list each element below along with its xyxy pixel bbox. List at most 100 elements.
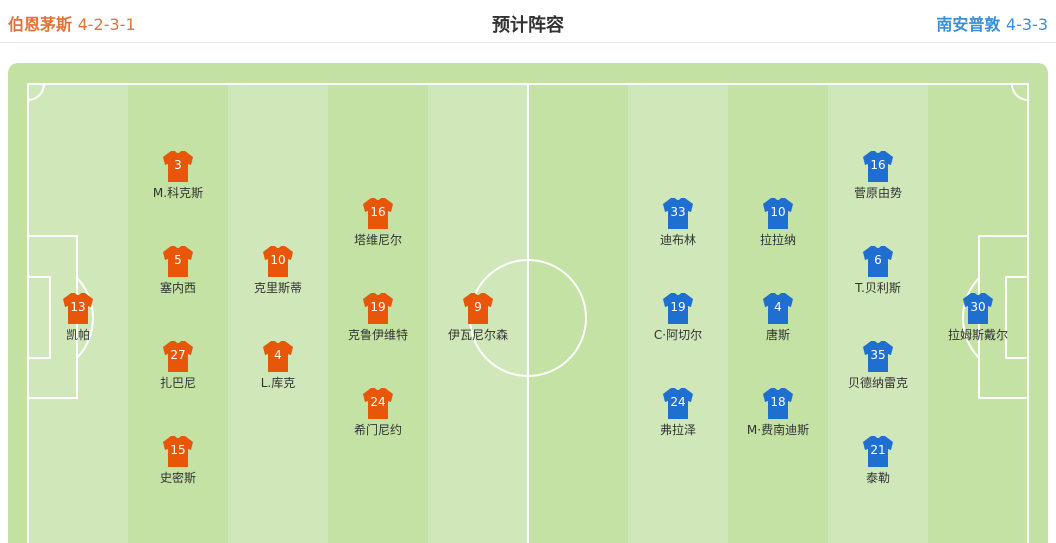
- player-name: 唐斯: [765, 328, 790, 342]
- football-pitch: 13 凯帕 3 M.科克斯 5 塞内西 27 扎巴尼 15 史密斯 10 克里斯蒂 4 L.库克 16 塔维尼…: [8, 63, 1048, 543]
- player-number: 4: [774, 300, 782, 314]
- player-number: 13: [70, 300, 86, 314]
- player-name: 迪布林: [659, 233, 696, 247]
- home-team: 伯恩茅斯 4-2-3-1: [8, 11, 136, 35]
- player-name: T.贝利斯: [855, 281, 901, 295]
- player-name: 希门尼约: [353, 423, 402, 437]
- jersey-icon: 15: [161, 434, 195, 468]
- jersey-icon: 6: [861, 244, 895, 278]
- away-player[interactable]: 30 拉姆斯戴尔: [928, 291, 1028, 343]
- player-name: M·费南迪斯: [746, 423, 810, 437]
- away-formation: 4-3-3: [1005, 15, 1048, 34]
- jersey-icon: 5: [161, 244, 195, 278]
- player-name: 扎巴尼: [159, 376, 196, 390]
- jersey-icon: 18: [761, 386, 795, 420]
- jersey-icon: 30: [961, 291, 995, 325]
- home-player[interactable]: 15 史密斯: [128, 434, 228, 486]
- away-player[interactable]: 16 菅原由势: [828, 149, 928, 201]
- jersey-icon: 33: [661, 196, 695, 230]
- pitch-stripe: [228, 84, 328, 543]
- jersey-icon: 3: [161, 149, 195, 183]
- jersey-icon: 16: [361, 196, 395, 230]
- away-player[interactable]: 21 泰勒: [828, 434, 928, 486]
- player-number: 3: [174, 158, 182, 172]
- away-player[interactable]: 33 迪布林: [628, 196, 728, 248]
- player-number: 33: [670, 205, 686, 219]
- away-team-name: 南安普敦: [936, 15, 1001, 34]
- jersey-icon: 4: [261, 339, 295, 373]
- player-name: L.库克: [260, 376, 296, 390]
- player-name: 史密斯: [159, 471, 196, 485]
- jersey-icon: 10: [261, 244, 295, 278]
- player-number: 4: [274, 348, 282, 362]
- away-player[interactable]: 24 弗拉泽: [628, 386, 728, 438]
- jersey-icon: 24: [361, 386, 395, 420]
- away-player[interactable]: 35 贝德纳雷克: [828, 339, 928, 391]
- player-number: 21: [870, 443, 886, 457]
- player-number: 10: [270, 253, 286, 267]
- player-name: 伊瓦尼尔森: [447, 328, 508, 342]
- jersey-icon: 16: [861, 149, 895, 183]
- player-name: 克鲁伊维特: [347, 328, 408, 342]
- away-player[interactable]: 4 唐斯: [728, 291, 828, 343]
- home-player[interactable]: 10 克里斯蒂: [228, 244, 328, 296]
- player-name: 拉拉纳: [759, 233, 796, 247]
- away-team: 南安普敦 4-3-3: [936, 11, 1048, 35]
- home-player[interactable]: 24 希门尼约: [328, 386, 428, 438]
- away-player[interactable]: 6 T.贝利斯: [828, 244, 928, 296]
- pitch-stripe: [528, 84, 628, 543]
- player-name: M.科克斯: [152, 186, 204, 200]
- jersey-icon: 13: [61, 291, 95, 325]
- home-player[interactable]: 19 克鲁伊维特: [328, 291, 428, 343]
- player-name: 拉姆斯戴尔: [947, 328, 1008, 342]
- home-player[interactable]: 4 L.库克: [228, 339, 328, 391]
- player-name: 弗拉泽: [659, 423, 696, 437]
- player-number: 24: [670, 395, 686, 409]
- player-number: 35: [870, 348, 886, 362]
- jersey-icon: 24: [661, 386, 695, 420]
- player-number: 10: [770, 205, 786, 219]
- lineup-header: 伯恩茅斯 4-2-3-1 预计阵容 南安普敦 4-3-3: [0, 0, 1056, 43]
- home-formation: 4-2-3-1: [77, 15, 136, 34]
- home-player[interactable]: 27 扎巴尼: [128, 339, 228, 391]
- player-number: 19: [670, 300, 686, 314]
- player-name: 泰勒: [865, 471, 890, 485]
- player-number: 15: [170, 443, 186, 457]
- player-number: 16: [370, 205, 386, 219]
- jersey-icon: 9: [461, 291, 495, 325]
- jersey-icon: 35: [861, 339, 895, 373]
- player-number: 30: [970, 300, 986, 314]
- player-name: 塔维尼尔: [353, 233, 402, 247]
- home-player[interactable]: 5 塞内西: [128, 244, 228, 296]
- player-name: 贝德纳雷克: [847, 376, 908, 390]
- jersey-icon: 10: [761, 196, 795, 230]
- player-name: 凯帕: [65, 328, 90, 342]
- away-player[interactable]: 10 拉拉纳: [728, 196, 828, 248]
- home-team-name: 伯恩茅斯: [8, 15, 73, 34]
- jersey-icon: 21: [861, 434, 895, 468]
- player-name: 菅原由势: [853, 186, 902, 200]
- home-player[interactable]: 9 伊瓦尼尔森: [428, 291, 528, 343]
- player-name: 克里斯蒂: [253, 281, 302, 295]
- player-name: C·阿切尔: [653, 328, 703, 342]
- home-player[interactable]: 13 凯帕: [28, 291, 128, 343]
- player-number: 5: [174, 253, 182, 267]
- player-name: 塞内西: [159, 281, 196, 295]
- player-number: 6: [874, 253, 882, 267]
- player-number: 16: [870, 158, 886, 172]
- jersey-icon: 27: [161, 339, 195, 373]
- player-number: 24: [370, 395, 386, 409]
- player-number: 9: [474, 300, 482, 314]
- jersey-icon: 19: [361, 291, 395, 325]
- page-title: 预计阵容: [492, 15, 564, 36]
- away-player[interactable]: 18 M·费南迪斯: [728, 386, 828, 438]
- player-number: 19: [370, 300, 386, 314]
- jersey-icon: 4: [761, 291, 795, 325]
- jersey-icon: 19: [661, 291, 695, 325]
- home-player[interactable]: 16 塔维尼尔: [328, 196, 428, 248]
- pitch-lines: [27, 83, 1029, 543]
- home-player[interactable]: 3 M.科克斯: [128, 149, 228, 201]
- player-number: 27: [170, 348, 186, 362]
- away-player[interactable]: 19 C·阿切尔: [628, 291, 728, 343]
- player-number: 18: [770, 395, 786, 409]
